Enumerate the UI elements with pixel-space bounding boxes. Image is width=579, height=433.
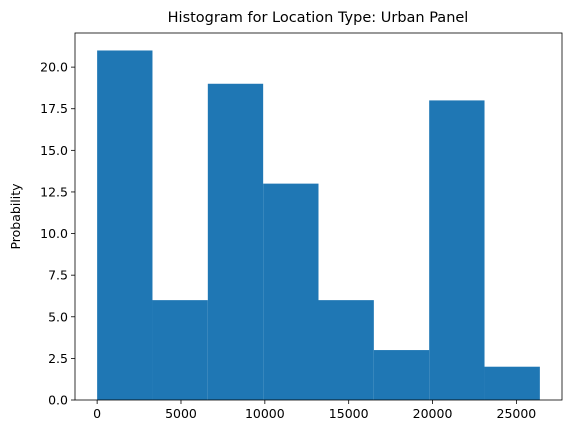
y-axis-label: Probability <box>8 183 23 250</box>
y-tick-label-6: 15.0 <box>40 143 68 158</box>
x-tick-label-3: 15000 <box>329 406 369 421</box>
y-tick-label-2: 5.0 <box>48 309 68 324</box>
y-axis-ticks: 0.0 2.5 5.0 7.5 10.0 12.5 15.0 17.5 20.0 <box>40 60 75 408</box>
histogram-bar-1 <box>152 300 208 400</box>
histogram-bar-2 <box>207 83 264 401</box>
bars-group <box>97 50 540 401</box>
x-tick-label-4: 20000 <box>413 406 453 421</box>
y-tick-label-8: 20.0 <box>40 60 68 75</box>
histogram-bar-0 <box>97 50 153 400</box>
y-tick-label-1: 2.5 <box>48 351 68 366</box>
x-tick-label-1: 5000 <box>165 406 197 421</box>
y-tick-label-5: 12.5 <box>40 184 68 199</box>
y-tick-label-0: 0.0 <box>48 393 68 408</box>
y-tick-label-4: 10.0 <box>40 226 68 241</box>
y-tick-label-7: 17.5 <box>40 101 68 116</box>
histogram-bar-5 <box>373 350 430 400</box>
histogram-bar-4 <box>318 300 374 400</box>
x-tick-label-5: 25000 <box>497 406 537 421</box>
chart-title: Histogram for Location Type: Urban Panel <box>168 10 469 26</box>
histogram-bar-3 <box>263 183 319 400</box>
y-tick-label-3: 7.5 <box>48 268 68 283</box>
x-tick-label-2: 10000 <box>245 406 285 421</box>
histogram-bar-7 <box>484 366 540 400</box>
x-axis-ticks: 0 5000 10000 15000 20000 25000 <box>93 400 536 421</box>
x-tick-label-0: 0 <box>93 406 101 421</box>
histogram-bar-6 <box>429 100 485 400</box>
plot-frame <box>74 32 563 401</box>
